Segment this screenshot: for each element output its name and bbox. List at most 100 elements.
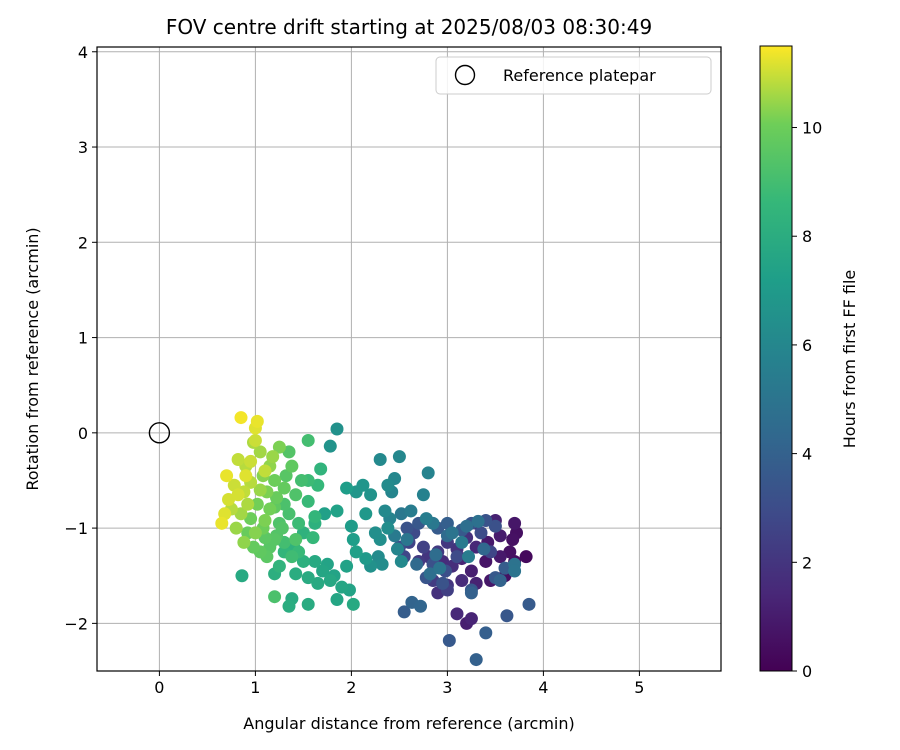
- data-point: [272, 559, 286, 573]
- data-point: [234, 507, 248, 521]
- data-point: [258, 464, 272, 478]
- data-point: [436, 576, 450, 590]
- data-point: [423, 567, 437, 581]
- data-point: [289, 567, 303, 581]
- data-point: [394, 554, 408, 568]
- reference-marker: [148, 422, 171, 444]
- colorbar-gradient: [759, 45, 793, 672]
- data-point: [522, 597, 536, 611]
- x-tick-label: 3: [442, 678, 452, 697]
- data-point: [248, 526, 262, 540]
- data-point: [222, 493, 236, 507]
- colorbar-tick-label: 2: [802, 553, 812, 572]
- data-point: [445, 526, 459, 540]
- data-point: [292, 516, 306, 530]
- data-point: [277, 481, 291, 495]
- y-tick-label: 1: [78, 329, 88, 348]
- data-point: [368, 526, 382, 540]
- data-point: [258, 513, 272, 527]
- plot-frame: [96, 46, 722, 672]
- data-point: [381, 478, 395, 492]
- data-point: [344, 519, 358, 533]
- y-axis-ticks: −2 −1 0 1 2 3 4: [64, 43, 97, 633]
- x-axis-ticks: 0 1 2 3 4 5: [154, 671, 644, 697]
- data-point: [289, 533, 303, 547]
- data-point: [460, 519, 474, 533]
- data-point: [241, 497, 255, 511]
- data-point: [519, 550, 533, 564]
- data-point: [301, 433, 315, 447]
- x-tick-label: 4: [538, 678, 548, 697]
- data-point: [503, 545, 517, 559]
- data-point: [464, 612, 478, 626]
- y-tick-label: −2: [64, 614, 88, 633]
- data-point: [330, 504, 344, 518]
- data-point: [477, 542, 491, 556]
- data-point: [419, 512, 433, 526]
- data-point: [450, 550, 464, 564]
- data-point: [231, 488, 245, 502]
- data-point: [285, 459, 299, 473]
- y-tick-label: 2: [78, 233, 88, 252]
- data-point: [253, 483, 267, 497]
- data-point: [414, 599, 428, 613]
- data-point: [308, 554, 322, 568]
- x-tick-label: 0: [154, 678, 164, 697]
- data-point: [410, 557, 424, 571]
- data-point: [239, 469, 253, 483]
- colorbar-tick-label: 10: [802, 119, 822, 138]
- data-point: [235, 569, 249, 583]
- data-point: [316, 564, 330, 578]
- colorbar-ticks: 0 2 4 6 8 10: [792, 119, 822, 681]
- data-point: [285, 550, 299, 564]
- data-point: [450, 607, 464, 621]
- data-point: [464, 564, 478, 578]
- data-point: [464, 586, 478, 600]
- data-point: [429, 548, 443, 562]
- y-tick-label: 3: [78, 138, 88, 157]
- data-point: [282, 445, 296, 459]
- data-point: [244, 512, 258, 526]
- data-point: [349, 545, 363, 559]
- data-point: [340, 559, 354, 573]
- data-point: [301, 494, 315, 508]
- data-point: [330, 422, 344, 436]
- data-point: [237, 535, 251, 549]
- data-point: [311, 576, 325, 590]
- data-point: [381, 521, 395, 535]
- colorbar-tick-label: 8: [802, 227, 812, 246]
- colorbar-tick-label: 0: [802, 662, 812, 681]
- plot-area: [97, 47, 721, 671]
- chart-title: FOV centre drift starting at 2025/08/03 …: [166, 15, 652, 39]
- y-tick-label: −1: [64, 519, 88, 538]
- data-point: [375, 557, 389, 571]
- data-point: [268, 473, 282, 487]
- data-point: [250, 497, 264, 511]
- data-point: [231, 453, 245, 467]
- data-point: [416, 540, 430, 554]
- data-point: [270, 491, 284, 505]
- data-point: [433, 561, 447, 575]
- data-point: [306, 531, 320, 545]
- data-point: [346, 533, 360, 547]
- data-point: [335, 580, 349, 594]
- x-tick-label: 1: [250, 678, 260, 697]
- data-point: [229, 521, 243, 535]
- data-point: [479, 626, 493, 640]
- data-point: [493, 573, 507, 587]
- colorbar: 0 2 4 6 8 10 Hours from first FF file: [759, 45, 859, 681]
- data-point: [301, 597, 315, 611]
- data-point: [373, 453, 387, 467]
- colorbar-tick-label: 6: [802, 336, 812, 355]
- data-point: [275, 521, 289, 535]
- grid: [97, 47, 721, 671]
- data-point: [311, 478, 325, 492]
- data-point: [279, 469, 293, 483]
- data-point: [493, 550, 507, 564]
- x-axis-label: Angular distance from reference (arcmin): [243, 714, 574, 733]
- data-point: [500, 609, 514, 623]
- legend-marker-icon: [454, 64, 476, 86]
- data-point: [359, 507, 373, 521]
- colorbar-tick-label: 4: [802, 445, 812, 464]
